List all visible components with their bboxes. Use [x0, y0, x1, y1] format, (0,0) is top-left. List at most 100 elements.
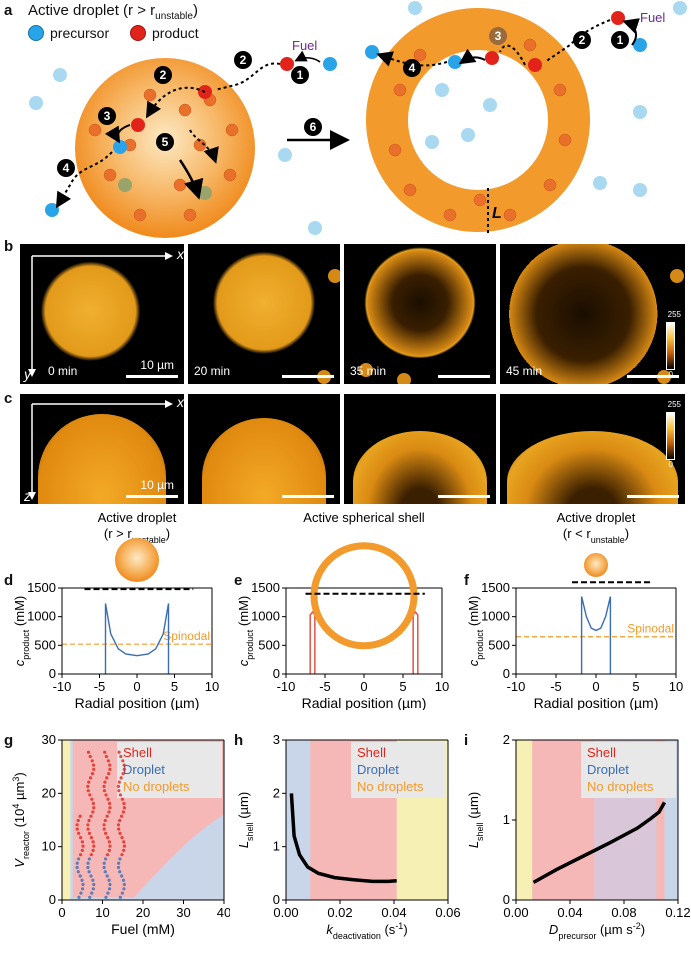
no-droplet-region: [62, 740, 71, 900]
scale-bar: [438, 495, 490, 498]
scatter-point: [78, 853, 83, 857]
scatter-point: [106, 891, 110, 895]
chart-title: Active droplet: [98, 510, 177, 525]
scale-bar: [438, 375, 490, 378]
satellite-droplet: [359, 363, 374, 377]
svg-text:3: 3: [104, 109, 111, 123]
scatter-point: [102, 865, 106, 870]
scatter-point: [79, 836, 83, 840]
axis-z-label: z: [24, 488, 31, 504]
panel-a-title: Active droplet (r > runstable): [28, 2, 198, 22]
x-tick-label: 5: [171, 679, 178, 694]
scatter-point: [119, 776, 123, 780]
axis-x-label: x: [177, 246, 184, 262]
scatter-point: [75, 827, 79, 831]
shell-length-label: L: [492, 205, 502, 222]
scatter-point: [118, 870, 122, 874]
x-tick-label: -5: [550, 679, 562, 694]
scatter-point: [107, 840, 111, 844]
scatter-point: [87, 870, 91, 874]
precursor-dot-icon: [28, 25, 44, 41]
y-tick-label: 1000: [27, 609, 56, 624]
x-tick-label: 0.06: [435, 905, 460, 920]
scale-bar: [627, 495, 679, 498]
x-tick-label: 0.04: [381, 905, 406, 920]
spinodal-label: Spinodal: [163, 629, 210, 643]
scatter-point: [91, 887, 95, 891]
scatter-point: [102, 861, 106, 865]
droplet-side-profile: [507, 431, 678, 504]
x-tick-label: 40: [217, 905, 230, 920]
legend-entry: No droplets: [587, 779, 654, 794]
scatter-point: [75, 861, 79, 865]
scale-label: 10 µm: [140, 478, 174, 492]
colorbar: [666, 412, 675, 460]
scatter-point: [118, 818, 122, 823]
y-tick-label: 1: [273, 839, 280, 854]
y-tick-label: 0: [503, 892, 510, 907]
legend-entry: Droplet: [123, 762, 165, 777]
panel-e-label: e: [234, 572, 243, 589]
y-tick-label: 0: [273, 892, 280, 907]
svg-text:2: 2: [579, 33, 586, 47]
axis-label: cproduct (mM): [236, 596, 255, 666]
scatter-point: [107, 887, 112, 891]
y-axis-label-group: cproduct (mM): [466, 596, 485, 666]
scatter-point: [118, 857, 122, 861]
scatter-point: [105, 814, 109, 818]
scatter-point: [90, 797, 94, 801]
x-tick-label: 5: [632, 679, 639, 694]
x-tick-label: 5: [399, 679, 406, 694]
chart-f: Spinodal -10 -5 0 5 10 0 500 1000 1500 Radial posi…: [466, 510, 683, 710]
axis-label: (r > runstable): [104, 526, 170, 545]
x-axis-label: Radial position (µm): [302, 695, 427, 710]
svg-text:2: 2: [240, 53, 247, 67]
x-tick-label: 0.00: [273, 905, 298, 920]
scatter-point: [88, 793, 92, 797]
panel-g-label: g: [4, 732, 14, 749]
scatter-point: [122, 801, 126, 806]
scatter-point: [91, 878, 95, 882]
chart-e: -10 -5 0 5 10 0 500 1000 1500 Radial position (µm…: [236, 510, 449, 710]
scatter-point: [76, 870, 80, 874]
panel-d-label: d: [4, 572, 14, 589]
y-axis-label-group: Vreactor (104 µm3): [11, 772, 31, 867]
droplet-inset: [115, 538, 159, 582]
product-dot-icon: [130, 25, 146, 41]
x-tick-label: 0: [360, 679, 367, 694]
step-1-left: 1: [297, 68, 304, 82]
y-tick-label: 0: [503, 666, 510, 681]
scale-bar: [126, 375, 178, 378]
scatter-point: [104, 831, 108, 835]
y-tick-label: 1500: [27, 580, 56, 595]
micrograph-b-3: 35 min: [344, 244, 496, 384]
side-view-c-4: 255 0: [500, 394, 685, 504]
y-axis-label-group: Lshell (µm): [236, 792, 255, 848]
panel-a-schematic: 1 2 2 3 4 5 6 Fuel 3 4 2 1 Fuel L: [29, 1, 687, 238]
scatter-point: [121, 772, 125, 776]
time-label: 45 min: [506, 364, 543, 378]
xy-axis-arrows: [28, 252, 173, 377]
scatter-point: [120, 836, 124, 840]
scatter-point: [80, 878, 84, 882]
axis-y-label: y: [24, 366, 31, 382]
scatter-point: [86, 823, 90, 827]
panel-c-label: c: [4, 390, 13, 407]
legend-product: product: [130, 25, 199, 41]
scatter-point: [104, 895, 108, 899]
legend-entry: Droplet: [587, 762, 629, 777]
scatter-point: [91, 840, 95, 844]
scatter-point: [78, 874, 82, 878]
legend-box: [351, 742, 446, 798]
scatter-point: [107, 848, 111, 852]
scatter-point: [108, 882, 112, 887]
series-line-0: [309, 610, 316, 674]
scale-bar: [282, 375, 334, 378]
scatter-point: [75, 823, 79, 827]
y-tick-label: 1500: [251, 580, 280, 595]
panel-h-label: h: [234, 732, 244, 749]
scatter-point: [122, 887, 126, 891]
side-view-c-2: [188, 394, 340, 504]
scatter-point: [91, 763, 96, 767]
scatter-point: [106, 759, 111, 763]
